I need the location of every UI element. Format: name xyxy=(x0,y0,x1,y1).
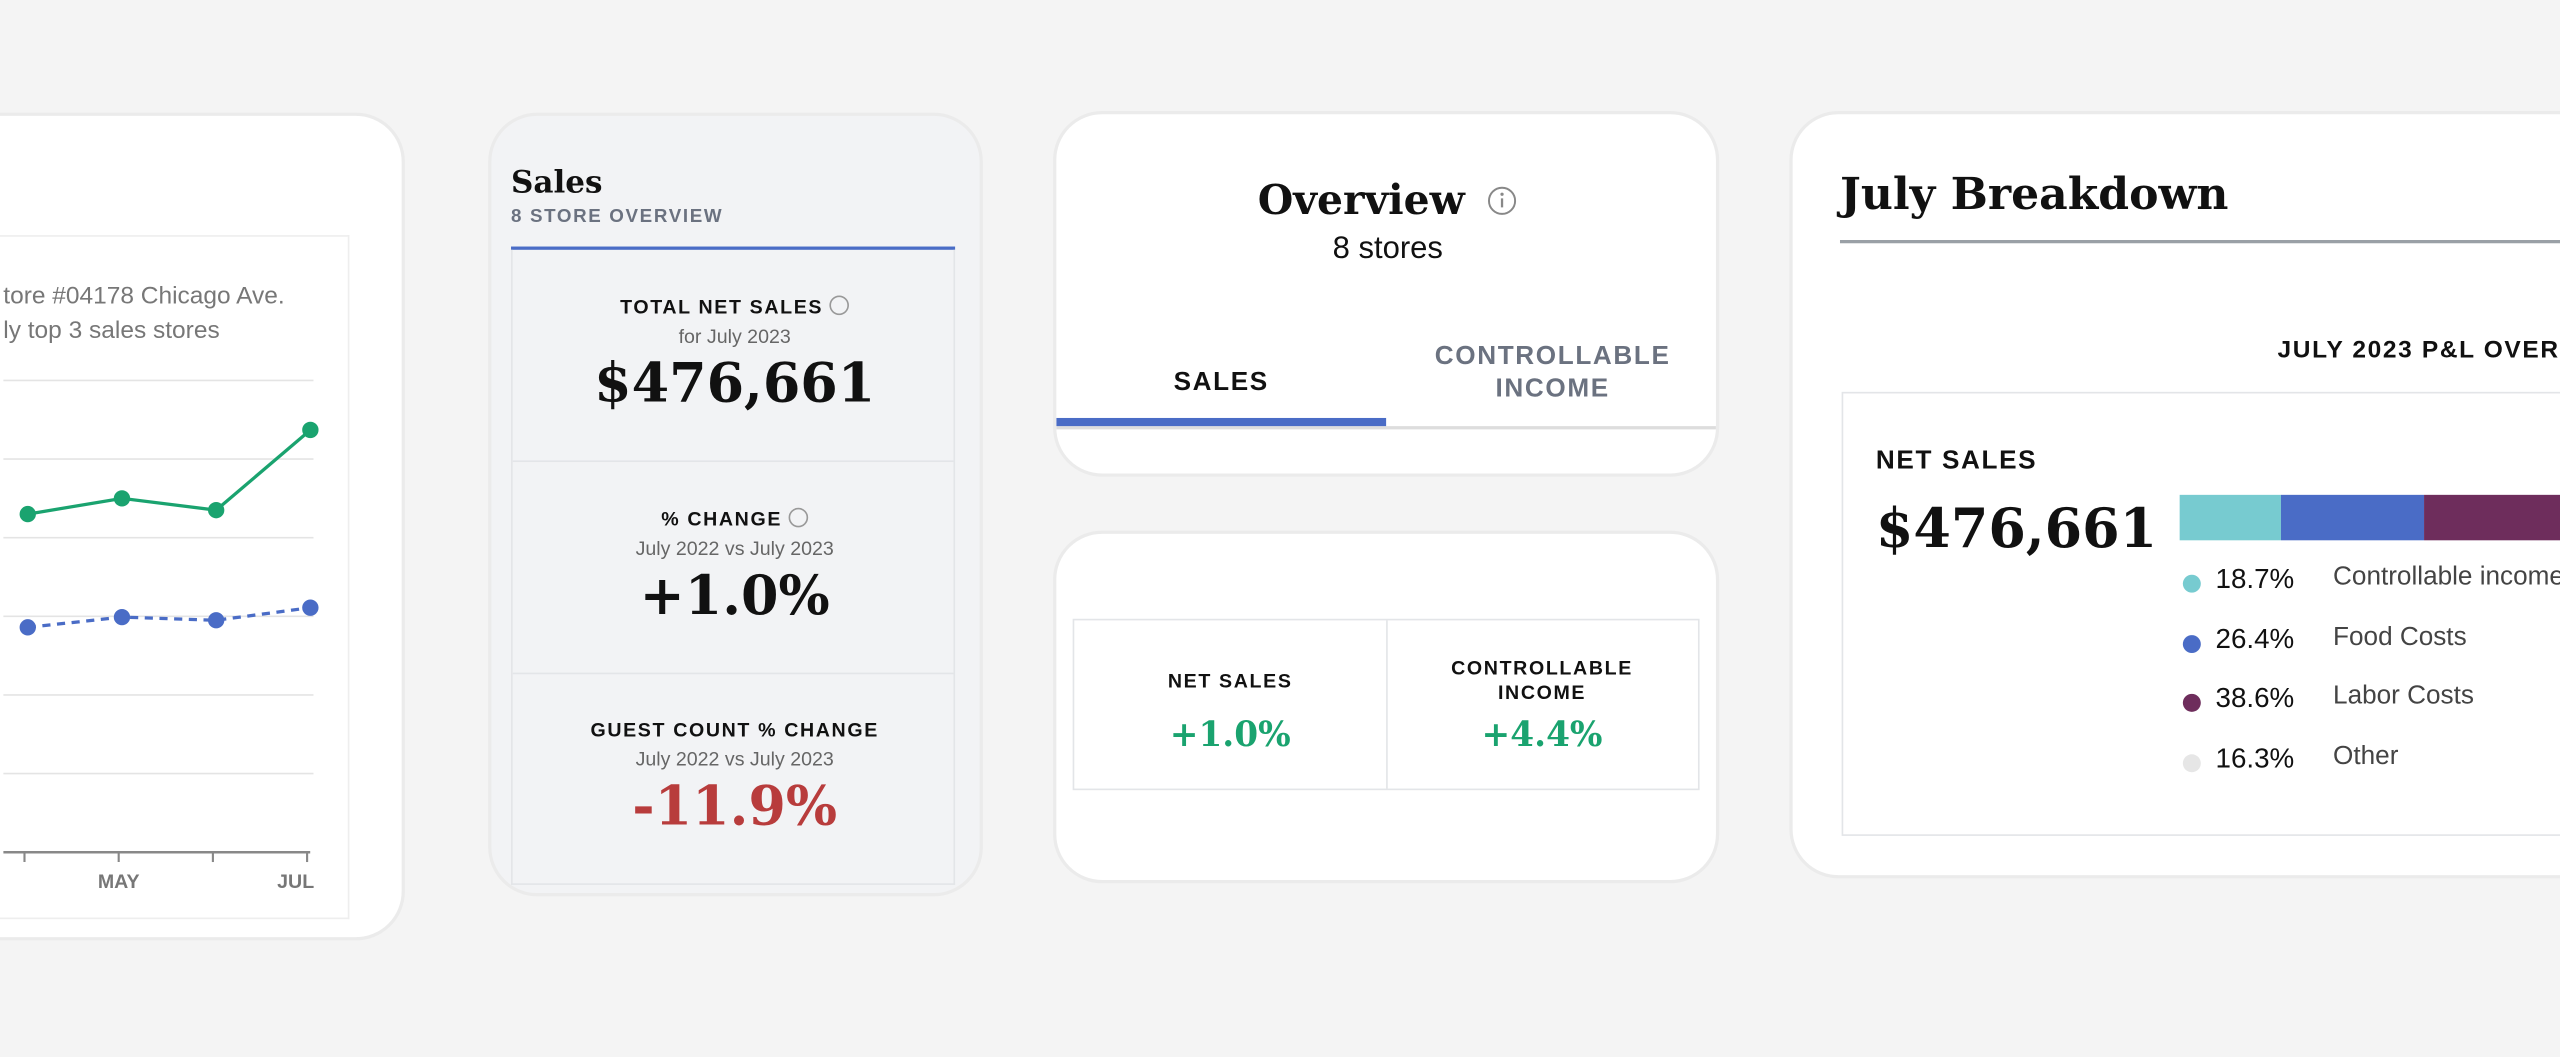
metric-value: $476,661 xyxy=(1875,496,2158,560)
metrics-box: TOTAL NET SALES for July 2023 $476,661 % CH… xyxy=(511,249,956,885)
legend-name: Labor Costs xyxy=(2333,682,2474,711)
tab-indicator xyxy=(1056,417,1387,427)
card-title: Overview xyxy=(1257,176,1465,224)
card-subtitle: 8 stores xyxy=(1332,231,1443,267)
change-cell: CONTROLLABLE INCOME +4.4% xyxy=(1386,620,1698,788)
legend-name: Other xyxy=(2333,742,2399,770)
title-row: Overview xyxy=(1056,176,1716,224)
x-tick-label: MAY xyxy=(98,871,140,893)
legend-dot xyxy=(2182,634,2201,653)
cell-divider xyxy=(1386,620,1388,789)
metric-label-text: GUEST COUNT % CHANGE xyxy=(590,718,879,742)
legend-line: ly top 3 sales stores xyxy=(3,316,220,345)
legend-dot xyxy=(2182,693,2201,712)
metric-value: -11.9% xyxy=(632,773,838,838)
metric-value: $476,661 xyxy=(594,351,876,415)
breakdown-card: July Breakdown JULY 2023 P&L OVER NET SA… xyxy=(1789,111,2560,879)
legend-name: Controllable income xyxy=(2333,563,2560,592)
trend-card: tore #04178 Chicago Ave. ly top 3 sales … xyxy=(0,112,405,941)
plot-panel xyxy=(0,235,350,920)
divider xyxy=(1839,239,2560,244)
info-icon[interactable] xyxy=(1485,184,1518,217)
data-point xyxy=(207,501,225,519)
legend-value: 18.7% xyxy=(2215,563,2295,595)
change-card: NET SALES +1.0% CONTROLLABLE INCOME +4.4% xyxy=(1053,530,1720,884)
divider xyxy=(511,246,956,250)
card-subtitle: 8 STORE OVERVIEW xyxy=(511,207,724,227)
change-table: NET SALES +1.0% CONTROLLABLE INCOME +4.4% xyxy=(1072,618,1700,791)
cell-label: CONTROLLABLE INCOME xyxy=(1451,656,1633,704)
data-point xyxy=(19,505,36,523)
legend-row: 16.3% Other xyxy=(2180,742,2560,781)
card-title: July Breakdown xyxy=(1839,169,2229,221)
legend-value: 38.6% xyxy=(2215,682,2295,714)
card-title: Sales xyxy=(511,164,603,201)
overview-card: Overview 8 stores SALES CONTROLLABLE INC… xyxy=(1053,111,1720,477)
metric: GUEST COUNT % CHANGE July 2022 vs July 20… xyxy=(513,673,954,884)
data-point xyxy=(113,490,131,507)
line-chart: MAY JUL xyxy=(3,379,319,893)
legend-dot xyxy=(2182,753,2201,772)
legend-row: 26.4% Food Costs xyxy=(2180,623,2560,662)
legend-value: 16.3% xyxy=(2215,742,2295,774)
breakdown-panel xyxy=(1841,391,2560,836)
metric-label: % CHANGE xyxy=(513,506,954,530)
metric-sub: July 2022 vs July 2023 xyxy=(635,536,834,560)
metric-label-text: % CHANGE xyxy=(661,506,783,530)
stacked-bar xyxy=(2179,494,2560,541)
series-line xyxy=(27,428,312,516)
metric-label: NET SALES xyxy=(1875,447,2038,476)
tab-active[interactable]: SALES xyxy=(1173,368,1269,397)
legend-value: 26.4% xyxy=(2215,622,2295,654)
bar-segment xyxy=(2424,494,2560,541)
chart-title: JULY 2023 P&L OVER xyxy=(2277,336,2560,365)
bar-segment xyxy=(2179,494,2281,541)
data-point xyxy=(113,608,131,626)
sales-card: Sales 8 STORE OVERVIEW TOTAL NET SALES fo… xyxy=(488,112,983,897)
cell-value: +1.0% xyxy=(1169,713,1291,755)
metric-sub: for July 2023 xyxy=(678,324,791,348)
metric-label-text: TOTAL NET SALES xyxy=(620,295,824,319)
tab-rule xyxy=(1056,426,1716,430)
metric-label: GUEST COUNT % CHANGE xyxy=(513,718,954,742)
data-point xyxy=(302,421,319,439)
metric-sub: July 2022 vs July 2023 xyxy=(635,747,834,771)
legend-dot xyxy=(2182,574,2201,593)
metric-label: TOTAL NET SALES xyxy=(513,295,954,319)
bar-segment xyxy=(2280,494,2425,541)
data-point xyxy=(207,612,225,629)
series-line xyxy=(27,606,311,629)
legend-name: Food Costs xyxy=(2333,622,2467,651)
cell-value: +4.4% xyxy=(1481,713,1603,755)
change-cell: NET SALES +1.0% xyxy=(1074,620,1386,788)
x-tick-label: JUL xyxy=(277,871,314,893)
data-point xyxy=(302,599,319,616)
info-icon[interactable] xyxy=(788,506,809,527)
metric-value: +1.0% xyxy=(639,562,830,627)
legend-line: tore #04178 Chicago Ave. xyxy=(3,282,285,311)
metric: TOTAL NET SALES for July 2023 $476,661 xyxy=(512,250,954,463)
info-icon[interactable] xyxy=(829,295,850,316)
cell-label: NET SALES xyxy=(1167,668,1293,692)
tab[interactable]: CONTROLLABLE INCOME xyxy=(1434,342,1671,404)
metric: % CHANGE July 2022 vs July 2023 +1.0% xyxy=(512,461,954,674)
legend-row: 38.6% Labor Costs xyxy=(2180,682,2560,721)
data-point xyxy=(19,619,36,636)
legend-row: 18.7% Controllable income xyxy=(2180,563,2560,602)
